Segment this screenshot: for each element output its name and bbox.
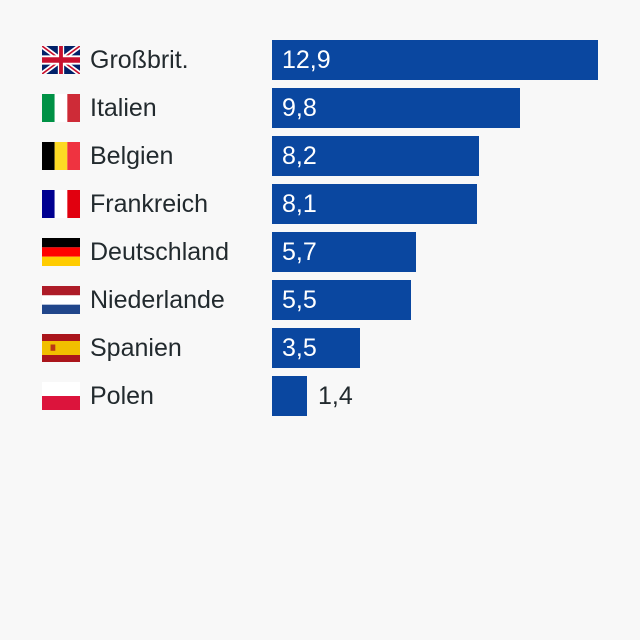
value-label: 1,4 bbox=[318, 382, 353, 410]
bar-row: Niederlande 5,5 bbox=[0, 280, 640, 320]
bar-row: Frankreich 8,1 bbox=[0, 184, 640, 224]
bar bbox=[272, 232, 416, 272]
spain-flag-icon bbox=[42, 334, 80, 362]
uk-flag-icon bbox=[41, 43, 81, 77]
netherlands-flag-icon bbox=[42, 286, 80, 314]
category-label: Niederlande bbox=[90, 286, 225, 314]
value-label: 5,7 bbox=[282, 238, 317, 266]
category-label: Großbrit. bbox=[90, 46, 189, 74]
value-label: 9,8 bbox=[282, 94, 317, 122]
value-label: 8,1 bbox=[282, 190, 317, 218]
value-label: 3,5 bbox=[282, 334, 317, 362]
bar bbox=[272, 136, 479, 176]
italy-flag-icon bbox=[42, 94, 80, 122]
bar-row: Italien 9,8 bbox=[0, 88, 640, 128]
bar-row: Belgien 8,2 bbox=[0, 136, 640, 176]
category-label: Frankreich bbox=[90, 190, 209, 218]
bar bbox=[272, 328, 360, 368]
category-label: Italien bbox=[90, 94, 157, 122]
bar bbox=[272, 40, 598, 80]
france-flag-icon bbox=[42, 190, 80, 218]
category-label: Deutschland bbox=[90, 238, 229, 266]
bar-row: Deutschland 5,7 bbox=[0, 232, 640, 272]
bar bbox=[272, 280, 411, 320]
category-label: Belgien bbox=[90, 142, 174, 170]
bar-row: Polen 1,4 bbox=[0, 376, 640, 416]
poland-flag-icon bbox=[42, 382, 80, 410]
bar bbox=[272, 184, 477, 224]
belgium-flag-icon bbox=[42, 142, 80, 170]
value-label: 5,5 bbox=[282, 286, 317, 314]
bar bbox=[272, 376, 307, 416]
value-label: 12,9 bbox=[282, 46, 331, 74]
germany-flag-icon bbox=[42, 238, 80, 266]
value-label: 8,2 bbox=[282, 142, 317, 170]
bar bbox=[272, 88, 520, 128]
category-label: Polen bbox=[90, 382, 154, 410]
bar-row: Spanien 3,5 bbox=[0, 328, 640, 368]
bar-row: Großbrit. 12,9 bbox=[0, 40, 640, 80]
category-label: Spanien bbox=[90, 334, 182, 362]
